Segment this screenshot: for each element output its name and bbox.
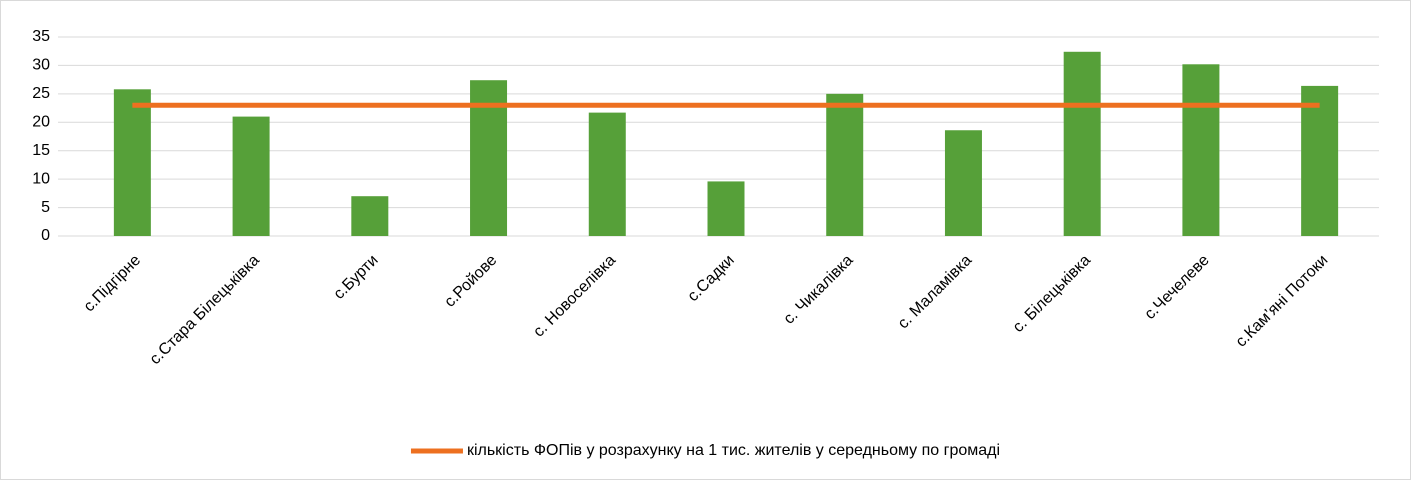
bar (1182, 64, 1220, 236)
y-tick-label: 35 (32, 28, 50, 45)
y-tick-label: 25 (32, 85, 50, 102)
y-tick-label: 0 (41, 227, 50, 244)
bar (113, 89, 151, 237)
y-tick-label: 30 (32, 57, 50, 74)
bar (707, 181, 745, 236)
y-tick-label: 15 (32, 142, 50, 159)
bar (232, 116, 270, 236)
y-tick-label: 20 (32, 114, 50, 131)
bar (826, 93, 864, 236)
legend-label: кількість ФОПів у розрахунку на 1 тис. ж… (467, 442, 1000, 459)
bar (588, 112, 626, 236)
bar (1063, 51, 1101, 237)
bar (1301, 85, 1339, 236)
bar (351, 196, 389, 236)
y-tick-label: 10 (32, 170, 50, 187)
y-tick-label: 5 (41, 199, 50, 216)
bar (944, 130, 982, 236)
legend-item: кількість ФОПів у розрахунку на 1 тис. ж… (410, 442, 1000, 459)
